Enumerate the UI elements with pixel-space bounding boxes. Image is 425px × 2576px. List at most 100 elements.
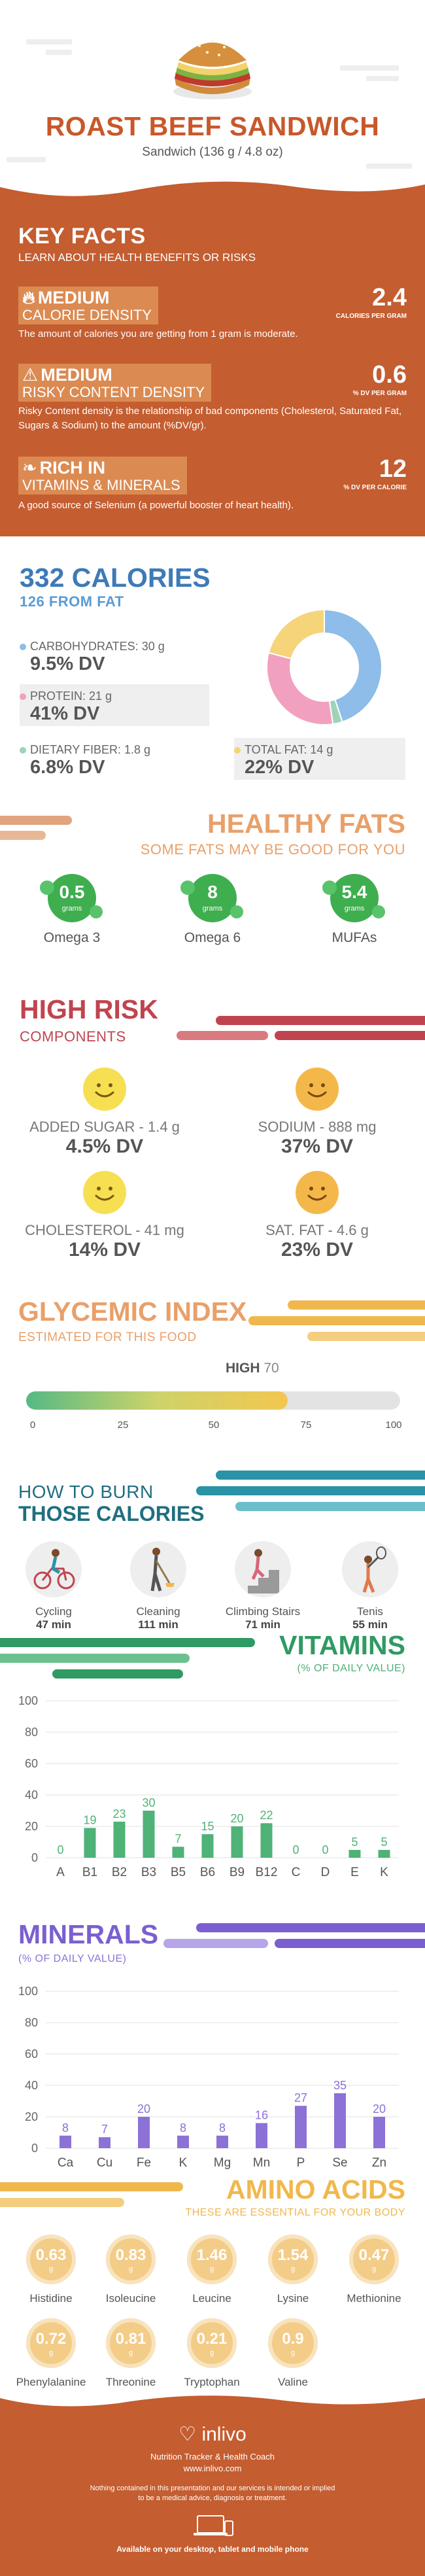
inlivo-logo[interactable]: ♡ inlivo	[0, 2423, 425, 2446]
wave-decoration	[0, 2393, 425, 2407]
climbing-stairs-minutes: 71 min	[245, 1618, 280, 1631]
vitamin-ytick-label: 60	[25, 1757, 38, 1770]
serving-size: Sandwich (136 g / 4.8 oz)	[142, 145, 283, 159]
mineral-value-label: 20	[373, 2102, 386, 2115]
risk-sodium: SODIUM - 888 mg 37% DV	[219, 1068, 415, 1158]
mineral-bar	[177, 2135, 189, 2148]
calorie-density-tag: 🔥︎ MEDIUM CALORIE DENSITY	[18, 287, 159, 324]
added-sugar-dv: 4.5% DV	[65, 1136, 144, 1157]
minerals-bar-chart: 100 80 60 40 20 0 8 Ca 7 Cu 20 Fe 8 K 8 Mg 16 Mn 27 P 35 Se 20…	[18, 1985, 399, 2170]
omega-3-badge: 0.5 grams	[40, 874, 103, 922]
vitamin-category-label: B2	[112, 1866, 127, 1879]
glycemic-bar	[26, 1391, 400, 1410]
risk-added-sugar: ADDED SUGAR - 1.4 g 4.5% DV	[7, 1068, 203, 1158]
omega-3-unit: grams	[61, 905, 82, 913]
vitamin-category-label: C	[292, 1866, 301, 1879]
glycemic-level-label: HIGH	[226, 1361, 260, 1376]
stripe-decoration	[275, 1031, 425, 1040]
methionine-name: Methionine	[347, 2292, 401, 2305]
mineral-value-label: 35	[333, 2079, 347, 2092]
healthy-fats-subtitle: SOME FATS MAY BE GOOD FOR YOU	[140, 841, 405, 858]
protein-dot	[20, 693, 26, 700]
mineral-value-label: 20	[137, 2102, 150, 2115]
vitamin-bar	[231, 1826, 243, 1858]
cholesterol-dv: 14% DV	[68, 1239, 141, 1261]
sat-fat-dv: 23% DV	[280, 1239, 354, 1261]
mineral-bar	[60, 2135, 71, 2148]
isoleucine-name: Isoleucine	[105, 2292, 156, 2305]
histidine-badge: 0.63 g	[26, 2235, 76, 2284]
mineral-category-label: Se	[332, 2156, 347, 2170]
fat-mufas: 5.4 grams MUFAs	[315, 874, 394, 946]
stripe-decoration	[235, 1502, 425, 1511]
activity-cleaning: Cleaning 111 min	[112, 1541, 204, 1631]
flame-icon: 🔥︎	[22, 288, 35, 307]
threonine-value: 0.81	[115, 2330, 146, 2348]
amino-histidine: 0.63 g Histidine	[12, 2235, 90, 2305]
donut-slice-protein	[266, 652, 334, 725]
sandwich-icon	[173, 39, 252, 99]
vitamin-category-label: B1	[82, 1866, 97, 1879]
tennis-minutes: 55 min	[352, 1618, 388, 1631]
vitamin-value-label: 22	[260, 1809, 273, 1822]
vitamin-value-label: 23	[112, 1807, 126, 1820]
vitamin-category-label: E	[350, 1866, 359, 1879]
fat-label: TOTAL FAT: 14 g	[245, 743, 333, 756]
footer: ♡ inlivo Nutrition Tracker & Health Coac…	[0, 2393, 425, 2576]
vitamin-value-label: 0	[292, 1843, 299, 1856]
vitamin-bar	[378, 1850, 390, 1858]
vitamins-minerals-label: VITAMINS & MINERALS	[22, 477, 180, 493]
stripe-decoration	[52, 1669, 183, 1679]
high-risk-title: HIGH RISK	[20, 994, 158, 1024]
cloud-decoration	[366, 164, 412, 169]
vitamins-bar-chart: 100 80 60 40 20 0 0 A 19 B1 23 B2 30 B3 7 B5 15 B6 20 B9 22 B…	[18, 1694, 399, 1879]
calories-title: 332 CALORIES	[20, 563, 211, 593]
footer-url[interactable]: www.inlivo.com	[183, 2463, 242, 2473]
risky-content-value: 0.6	[372, 361, 407, 389]
histidine-value: 0.63	[35, 2246, 67, 2264]
glycemic-title: GLYCEMIC INDEX	[18, 1297, 247, 1327]
mineral-bar	[256, 2123, 267, 2148]
mineral-bar	[138, 2117, 150, 2148]
sodium-dv: 37% DV	[280, 1136, 354, 1157]
amino-tryptophan: 0.21 g Tryptophan	[173, 2318, 251, 2389]
mufas-value: 5.4	[341, 882, 367, 902]
mineral-ytick-label: 40	[25, 2079, 38, 2092]
risk-cholesterol: CHOLESTEROL - 41 mg 14% DV	[7, 1171, 203, 1261]
mineral-bar	[295, 2106, 307, 2148]
amino-lysine: 1.54 g Lysine	[254, 2235, 332, 2305]
mineral-ytick-label: 60	[25, 2047, 38, 2061]
cloud-decoration	[340, 65, 399, 71]
stripe-decoration	[0, 2198, 124, 2207]
lysine-badge: 1.54 g	[268, 2235, 318, 2284]
stripe-decoration	[275, 1939, 425, 1948]
footer-disclaimer-line1: Nothing contained in this presentation a…	[90, 2484, 335, 2492]
cycling-icon	[26, 1541, 82, 1597]
methionine-value: 0.47	[358, 2246, 390, 2264]
tryptophan-name: Tryptophan	[184, 2376, 240, 2388]
mineral-ytick-label: 100	[18, 1985, 38, 1998]
valine-unit: g	[290, 2349, 296, 2357]
leucine-name: Leucine	[192, 2292, 231, 2305]
amino-threonine: 0.81 g Threonine	[92, 2318, 170, 2389]
cleaning-name: Cleaning	[136, 1605, 180, 1618]
phenylalanine-unit: g	[48, 2349, 54, 2357]
leucine-badge: 1.46 g	[187, 2235, 237, 2284]
macro-donut-chart	[266, 608, 382, 725]
stripe-decoration	[0, 831, 46, 840]
mineral-value-label: 8	[180, 2121, 186, 2134]
valine-value: 0.9	[282, 2330, 304, 2348]
mineral-bar	[216, 2135, 228, 2148]
vitamins-minerals-value: 12	[379, 455, 407, 483]
climbing-stairs-icon	[235, 1541, 291, 1597]
mineral-category-label: Ca	[58, 2156, 74, 2170]
mineral-ytick-label: 20	[25, 2110, 38, 2123]
leucine-unit: g	[209, 2265, 214, 2273]
activity-cycling: Cycling 47 min	[8, 1541, 99, 1631]
vitamin-value-label: 5	[351, 1836, 358, 1849]
histidine-unit: g	[48, 2265, 54, 2273]
vitamin-category-label: D	[321, 1866, 330, 1879]
stripe-decoration	[0, 1654, 190, 1663]
key-facts-title: KEY FACTS	[18, 224, 146, 249]
mineral-category-label: Fe	[137, 2156, 151, 2170]
